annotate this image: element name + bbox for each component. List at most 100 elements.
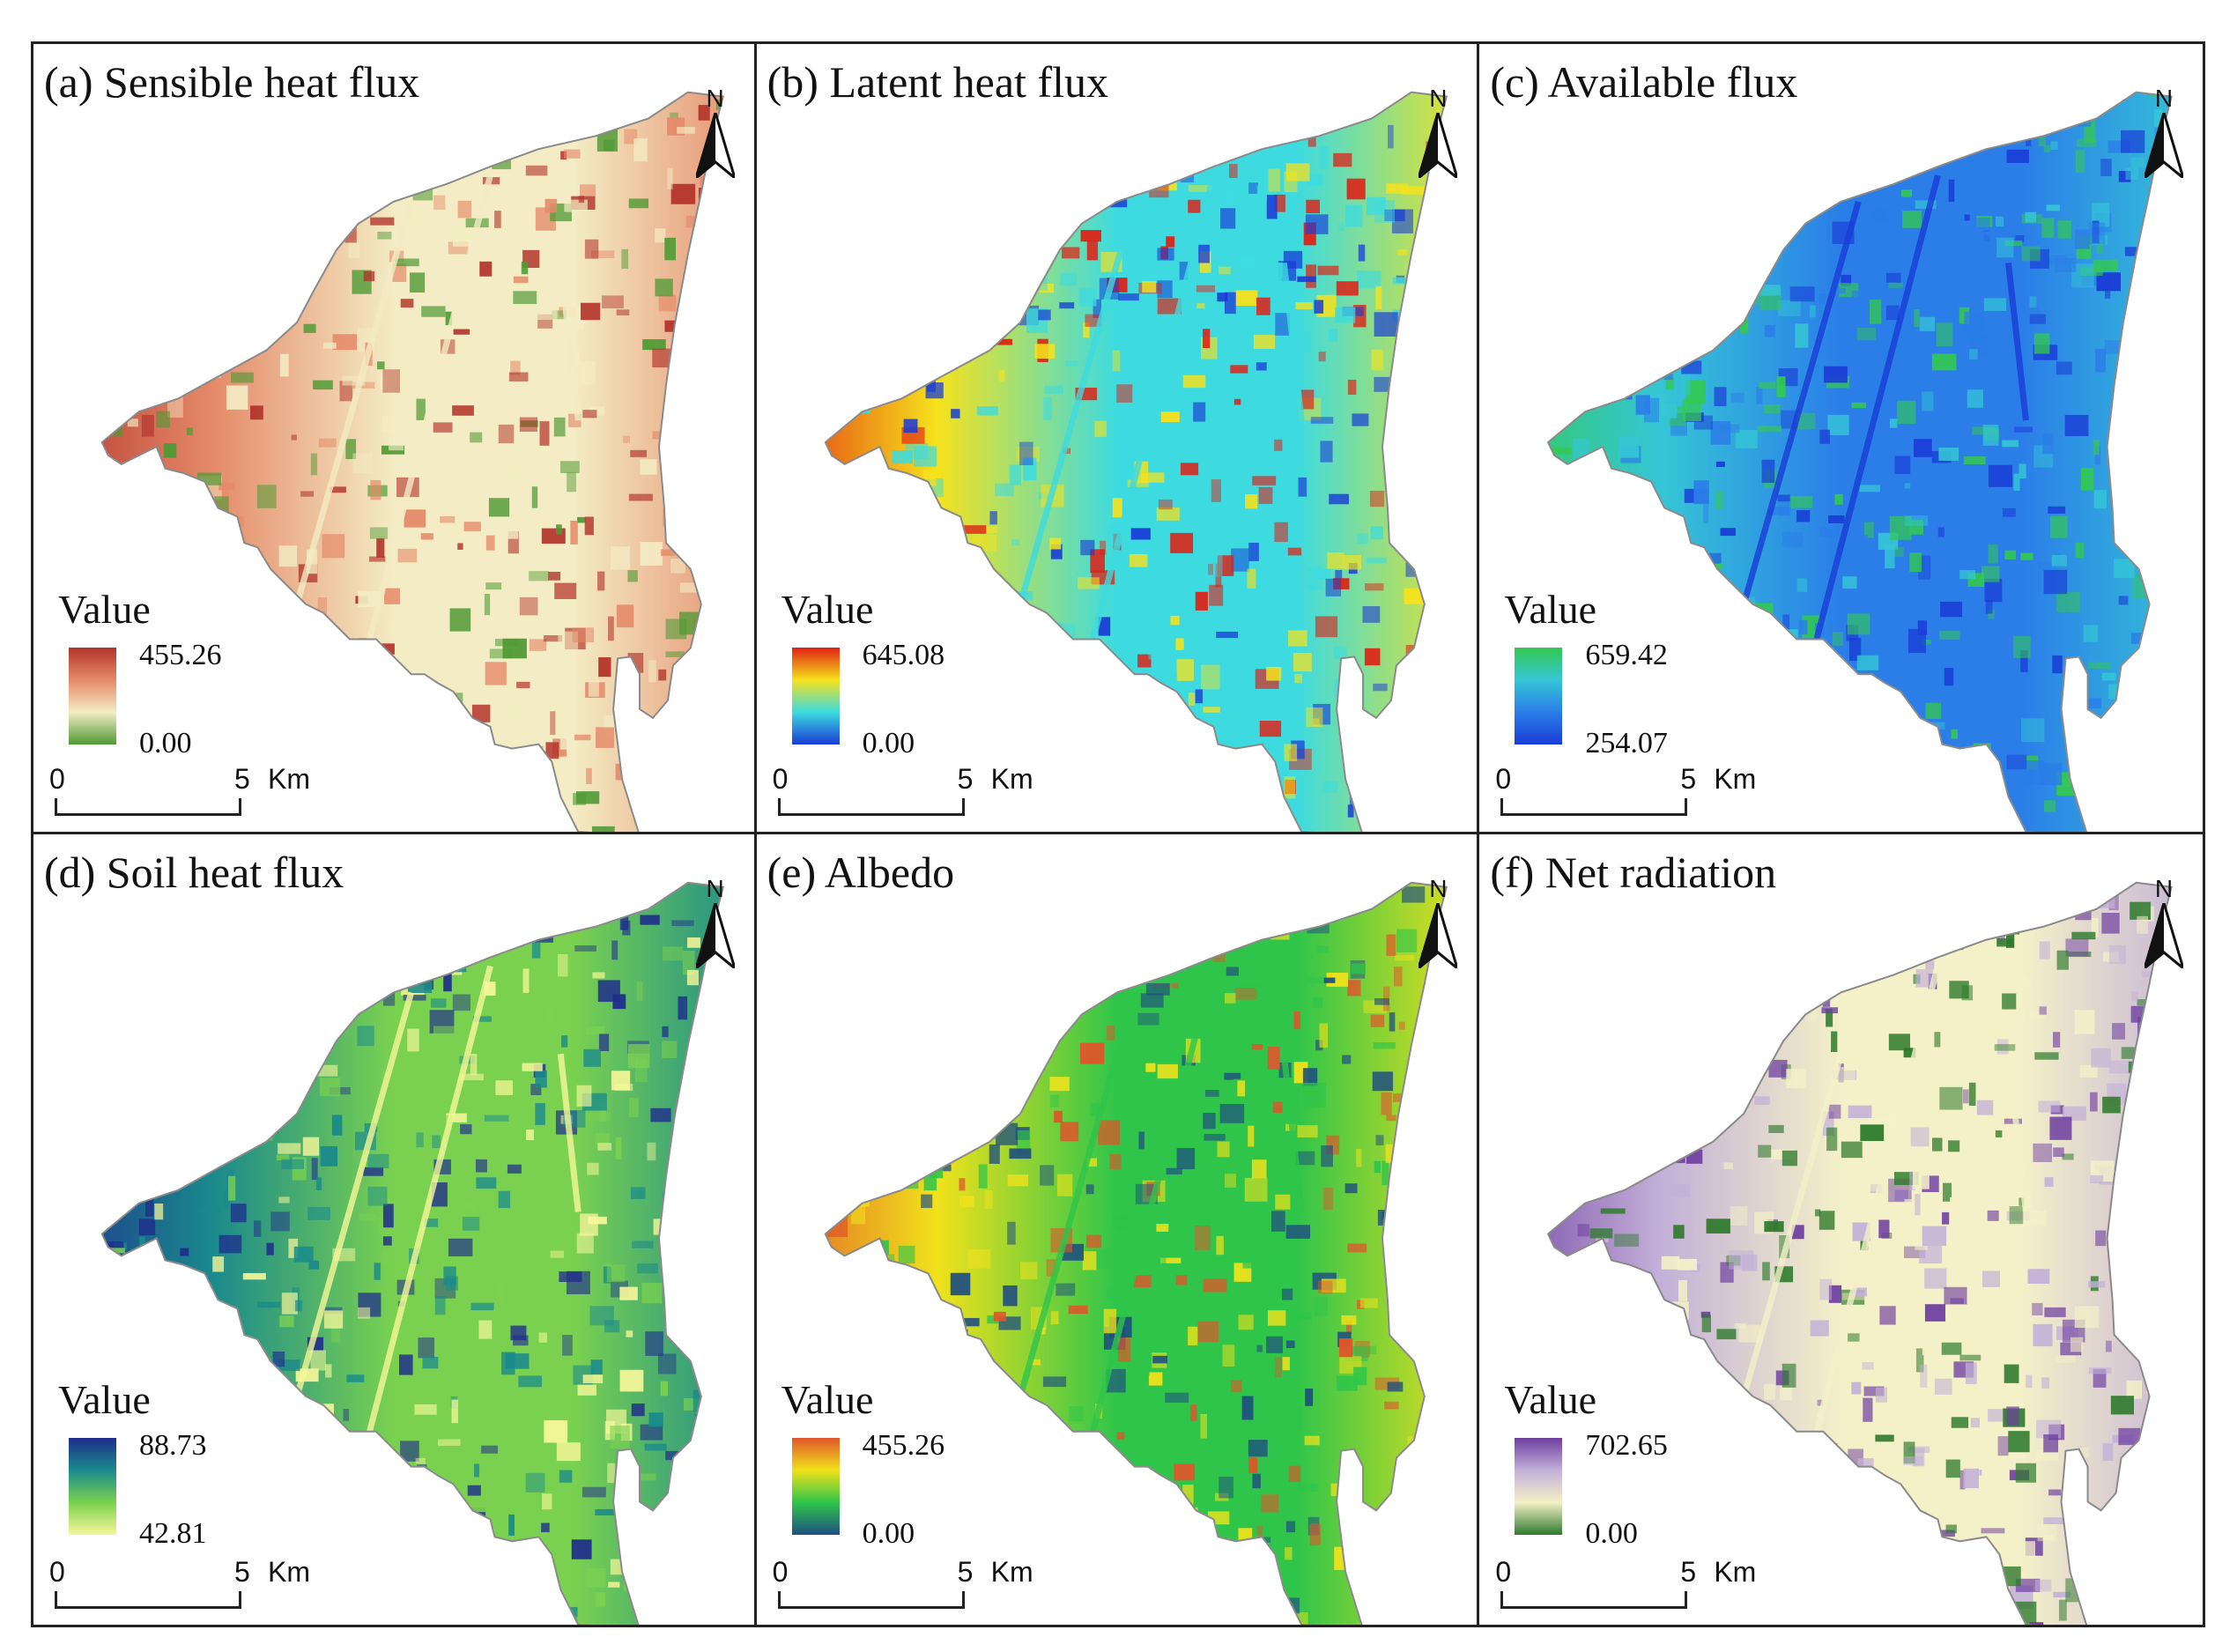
legend-max-value: 455.26 [862, 1429, 945, 1462]
legend-color-ramp [1515, 648, 1563, 745]
scale-bar: 0 5 Km [1495, 1556, 1756, 1612]
legend: Value 702.65 0.00 [1504, 1376, 1668, 1550]
north-arrow: N [687, 875, 744, 989]
north-arrow: N [687, 85, 744, 199]
north-arrow-icon [2144, 903, 2183, 968]
legend-min-value: 0.00 [1585, 1517, 1638, 1550]
legend-max-value: 702.65 [1585, 1429, 1668, 1462]
legend-title: Value [58, 1377, 151, 1422]
legend: Value 659.42 254.07 [1504, 586, 1668, 759]
scale-zero-label: 0 [772, 1556, 789, 1588]
raster-map [1547, 91, 2174, 832]
legend-title: Value [1504, 587, 1597, 632]
north-arrow-icon [2144, 113, 2183, 178]
scale-line [1500, 798, 1688, 816]
map-boundary [100, 881, 725, 1625]
scale-zero-label: 0 [772, 763, 789, 795]
legend-min-value: 0.00 [139, 727, 192, 759]
north-label: N [2154, 85, 2174, 112]
legend: Value 455.26 0.00 [58, 586, 222, 759]
legend-color-ramp [69, 1438, 116, 1535]
legend-color-ramp [69, 648, 116, 745]
scale-zero-label: 0 [49, 1556, 65, 1588]
panel-albedo: (e) Albedo N Value 455.26 0.00 0 5 Km [757, 834, 1480, 1625]
scale-line [55, 798, 241, 816]
legend-max-value: 659.42 [1585, 639, 1668, 671]
scale-five-label: 5 [234, 763, 250, 795]
legend-max-value: 645.08 [862, 639, 945, 671]
north-label: N [1429, 875, 1448, 902]
raster-map [824, 881, 1448, 1625]
scale-unit-label: Km [268, 1556, 310, 1588]
scale-five-label: 5 [1680, 763, 1697, 795]
figure-grid: (a) Sensible heat flux N Value 455.26 0.… [31, 41, 2205, 1627]
scale-zero-label: 0 [1495, 763, 1512, 795]
legend-title: Value [781, 1377, 874, 1422]
map-boundary [824, 91, 1448, 832]
legend: Value 455.26 0.00 [781, 1376, 945, 1550]
legend-color-ramp [1515, 1438, 1563, 1535]
scale-five-label: 5 [234, 1556, 250, 1588]
panel-available-flux: (c) Available flux N Value 659.42 254.07… [1479, 44, 2203, 834]
scale-line [777, 1591, 965, 1609]
legend-title: Value [1504, 1377, 1597, 1422]
panel-latent-heat-flux: (b) Latent heat flux N Value 645.08 0.00… [756, 44, 1480, 834]
scale-unit-label: Km [1714, 1556, 1757, 1588]
scale-line [777, 798, 965, 816]
legend-title: Value [781, 587, 874, 632]
map-boundary [100, 91, 725, 832]
map-boundary [1547, 881, 2174, 1625]
scale-bar: 0 5 Km [1495, 763, 1756, 819]
scale-bar: 0 5 Km [772, 763, 1033, 819]
raster-map [1547, 881, 2174, 1625]
legend-max-value: 455.26 [139, 639, 222, 671]
raster-map [100, 91, 725, 832]
north-arrow-icon [1418, 113, 1458, 178]
scale-line [1500, 1591, 1688, 1609]
map-boundary [824, 881, 1448, 1625]
north-arrow-icon [695, 113, 735, 178]
panel-title: (e) Albedo [767, 848, 955, 897]
north-arrow: N [1410, 875, 1466, 989]
legend: Value 88.73 42.81 [58, 1376, 207, 1550]
scale-unit-label: Km [268, 763, 310, 795]
raster-map [100, 881, 725, 1625]
scale-five-label: 5 [957, 1556, 974, 1588]
legend-min-value: 0.00 [862, 727, 915, 759]
north-arrow-icon [695, 903, 735, 968]
panel-title: (d) Soil heat flux [44, 848, 344, 897]
panel-title: (b) Latent heat flux [767, 57, 1108, 107]
scale-five-label: 5 [1680, 1556, 1697, 1588]
legend: Value 645.08 0.00 [781, 586, 945, 759]
scale-zero-label: 0 [49, 763, 65, 795]
panel-title: (f) Net radiation [1490, 848, 1777, 897]
legend-max-value: 88.73 [139, 1429, 207, 1462]
north-label: N [1429, 85, 1448, 112]
scale-bar: 0 5 Km [772, 1556, 1033, 1612]
north-arrow: N [1410, 85, 1466, 199]
map-boundary [1547, 91, 2174, 832]
scale-line [55, 1591, 241, 1609]
north-label: N [706, 85, 724, 112]
north-label: N [2154, 875, 2174, 902]
scale-bar: 0 5 Km [49, 763, 310, 819]
legend-color-ramp [791, 648, 840, 745]
panel-net-radiation: (f) Net radiation N Value 702.65 0.00 0 … [1479, 834, 2203, 1625]
scale-five-label: 5 [957, 763, 974, 795]
legend-color-ramp [791, 1438, 840, 1535]
scale-unit-label: Km [990, 763, 1033, 795]
panel-title: (c) Available flux [1490, 57, 1798, 107]
scale-unit-label: Km [1714, 763, 1757, 795]
legend-title: Value [58, 587, 151, 632]
scale-zero-label: 0 [1495, 1556, 1512, 1588]
north-arrow-icon [1418, 903, 1458, 968]
panel-sensible-heat-flux: (a) Sensible heat flux N Value 455.26 0.… [33, 44, 757, 834]
scale-unit-label: Km [990, 1556, 1033, 1588]
north-arrow: N [2136, 875, 2192, 989]
north-arrow: N [2136, 85, 2192, 199]
panel-title: (a) Sensible heat flux [44, 57, 420, 107]
legend-min-value: 254.07 [1585, 727, 1668, 759]
north-label: N [706, 875, 724, 902]
legend-min-value: 42.81 [139, 1517, 207, 1550]
raster-map [824, 91, 1448, 832]
